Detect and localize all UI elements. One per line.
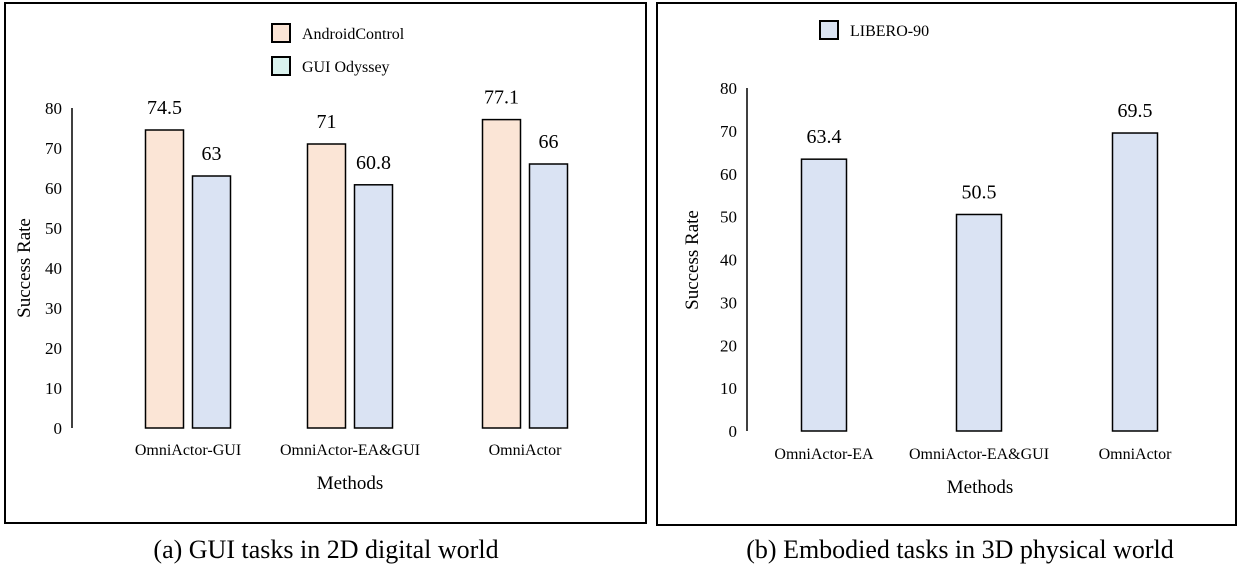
y-tick-label: 30 — [45, 299, 62, 318]
y-tick-label: 80 — [45, 99, 62, 118]
bar-gui-odyssey — [528, 163, 569, 429]
legend-swatch — [271, 23, 291, 43]
x-tick-label: OmniActor — [1099, 446, 1173, 463]
data-label: 71 — [317, 111, 337, 133]
y-tick-label: 20 — [45, 339, 62, 358]
y-tick-label: 10 — [45, 379, 62, 398]
y-tick-label: 0 — [729, 422, 738, 441]
x-tick-label: OmniActor-EA&GUI — [280, 442, 420, 459]
bar-androidcontrol — [144, 129, 185, 429]
y-axis-label: Success Rate — [682, 210, 703, 310]
y-tick-label: 60 — [720, 165, 737, 184]
x-axis-label: Methods — [947, 477, 1014, 498]
y-tick-label: 40 — [45, 259, 62, 278]
data-label: 77.1 — [484, 87, 519, 109]
bar-gui-odyssey — [191, 175, 232, 429]
panel-border — [4, 2, 647, 524]
y-tick-label: 0 — [54, 419, 63, 438]
y-tick-label: 50 — [720, 208, 737, 227]
legend-swatch — [271, 56, 291, 76]
data-label: 63 — [202, 143, 222, 165]
data-label: 74.5 — [147, 97, 182, 119]
panel-border — [656, 2, 1237, 526]
data-label: 69.5 — [1118, 100, 1153, 122]
x-tick-label: OmniActor-EA&GUI — [909, 446, 1049, 463]
legend-label: GUI Odyssey — [302, 59, 390, 76]
x-tick-label: OmniActor-EA — [774, 446, 874, 463]
bar-libero-90 — [955, 213, 1003, 432]
chart-panel-1: 0 10 20 30 40 50 60 70 80 63.4 OmniActor-EA 50.5 Omn… — [656, 2, 1237, 564]
x-tick-label: OmniActor — [489, 442, 563, 459]
chart-panel-0: 0 10 20 30 40 50 60 70 80 74.5 63 OmniActor-GUI 71 60… — [4, 2, 647, 564]
legend-swatch — [819, 20, 839, 40]
y-tick-label: 70 — [720, 122, 737, 141]
bar-libero-90 — [800, 158, 848, 432]
x-tick-label: OmniActor-GUI — [135, 442, 241, 459]
y-tick-label: 60 — [45, 179, 62, 198]
data-label: 50.5 — [962, 181, 997, 203]
bar-gui-odyssey — [353, 184, 394, 429]
bar-androidcontrol — [306, 143, 347, 429]
y-tick-label: 30 — [720, 293, 737, 312]
legend-label: AndroidControl — [302, 26, 405, 43]
bar-androidcontrol — [481, 118, 522, 429]
y-axis-label: Success Rate — [14, 218, 35, 318]
y-tick-label: 20 — [720, 336, 737, 355]
data-label: 63.4 — [807, 126, 842, 148]
y-tick-label: 40 — [720, 251, 737, 270]
data-label: 60.8 — [356, 152, 391, 174]
bar-libero-90 — [1111, 132, 1159, 432]
x-axis-label: Methods — [317, 473, 384, 494]
y-tick-label: 10 — [720, 379, 737, 398]
y-tick-label: 70 — [45, 139, 62, 158]
y-tick-label: 80 — [720, 79, 737, 98]
legend-label: LIBERO-90 — [850, 23, 929, 40]
data-label: 66 — [539, 131, 559, 153]
y-tick-label: 50 — [45, 219, 62, 238]
figure-caption: (a) GUI tasks in 2D digital world — [153, 535, 498, 564]
figure-caption: (b) Embodied tasks in 3D physical world — [746, 535, 1174, 564]
